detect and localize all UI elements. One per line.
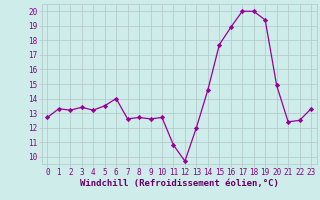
X-axis label: Windchill (Refroidissement éolien,°C): Windchill (Refroidissement éolien,°C) — [80, 179, 279, 188]
